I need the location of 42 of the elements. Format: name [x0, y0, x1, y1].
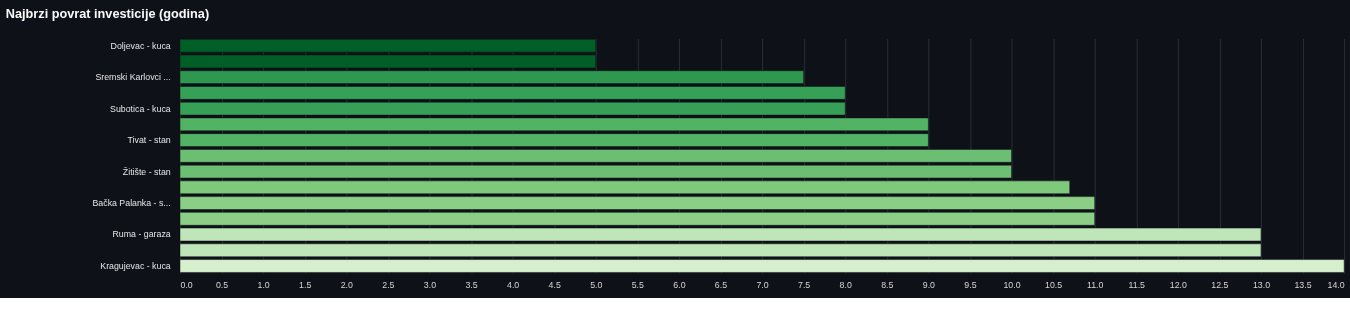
x-tick-label: 7.5: [798, 280, 811, 291]
bar: [179, 196, 1095, 210]
x-tick-label: 10.0: [1003, 280, 1021, 291]
y-tick-label: Subotica - kuca: [110, 103, 171, 114]
x-tick-label: 12.0: [1169, 280, 1187, 291]
y-tick-label: Doljevac - kuca: [110, 40, 171, 51]
x-tick-label: 3.0: [423, 280, 437, 291]
x-tick-label: 4.5: [548, 280, 561, 291]
x-tick-label: 8.0: [839, 280, 852, 291]
x-tick-label: 5.0: [590, 280, 603, 291]
x-tick-label: 0.0: [180, 280, 193, 291]
chart-title: Najbrzi povrat investicije (godina): [5, 5, 210, 21]
y-tick-label: Ruma - garaza: [112, 229, 171, 240]
x-tick-label: 0.5: [215, 280, 229, 291]
x-tick-label: 3.5: [465, 280, 478, 291]
x-tick-label: 6.0: [673, 280, 686, 291]
x-tick-label: 8.5: [881, 280, 894, 291]
x-tick-label: 5.5: [631, 280, 645, 291]
x-tick-label: 1.5: [299, 280, 312, 291]
x-tick-label: 12.5: [1211, 280, 1229, 291]
y-tick-label: Žitište - stan: [122, 166, 171, 177]
bar: [179, 133, 929, 147]
x-tick-label: 2.5: [382, 280, 395, 291]
x-tick-label: 11.0: [1086, 280, 1104, 291]
x-tick-label: 13.0: [1252, 280, 1271, 291]
y-tick-label: Tivat - stan: [127, 135, 171, 146]
x-tick-label: 9.5: [964, 280, 977, 291]
x-tick-label: 11.5: [1128, 280, 1146, 291]
x-tick-label: 14.0: [1327, 280, 1345, 291]
x-tick-label: 7.0: [756, 280, 769, 291]
y-tick-label: Sremski Karlovci ...: [95, 72, 171, 83]
y-tick-label: Kragujevac - kuca: [100, 260, 171, 271]
x-tick-label: 1.0: [257, 280, 270, 291]
bar: [179, 86, 846, 100]
x-tick-label: 4.0: [506, 280, 520, 291]
x-tick-label: 13.5: [1294, 280, 1312, 291]
bar: [179, 259, 1345, 273]
x-tick-label: 2.0: [340, 280, 354, 291]
y-tick-label: Bačka Palanka - s...: [92, 197, 171, 208]
x-tick-label: 10.5: [1045, 280, 1063, 291]
x-tick-label: 6.5: [714, 280, 728, 291]
x-tick-label: 9.0: [922, 280, 936, 291]
